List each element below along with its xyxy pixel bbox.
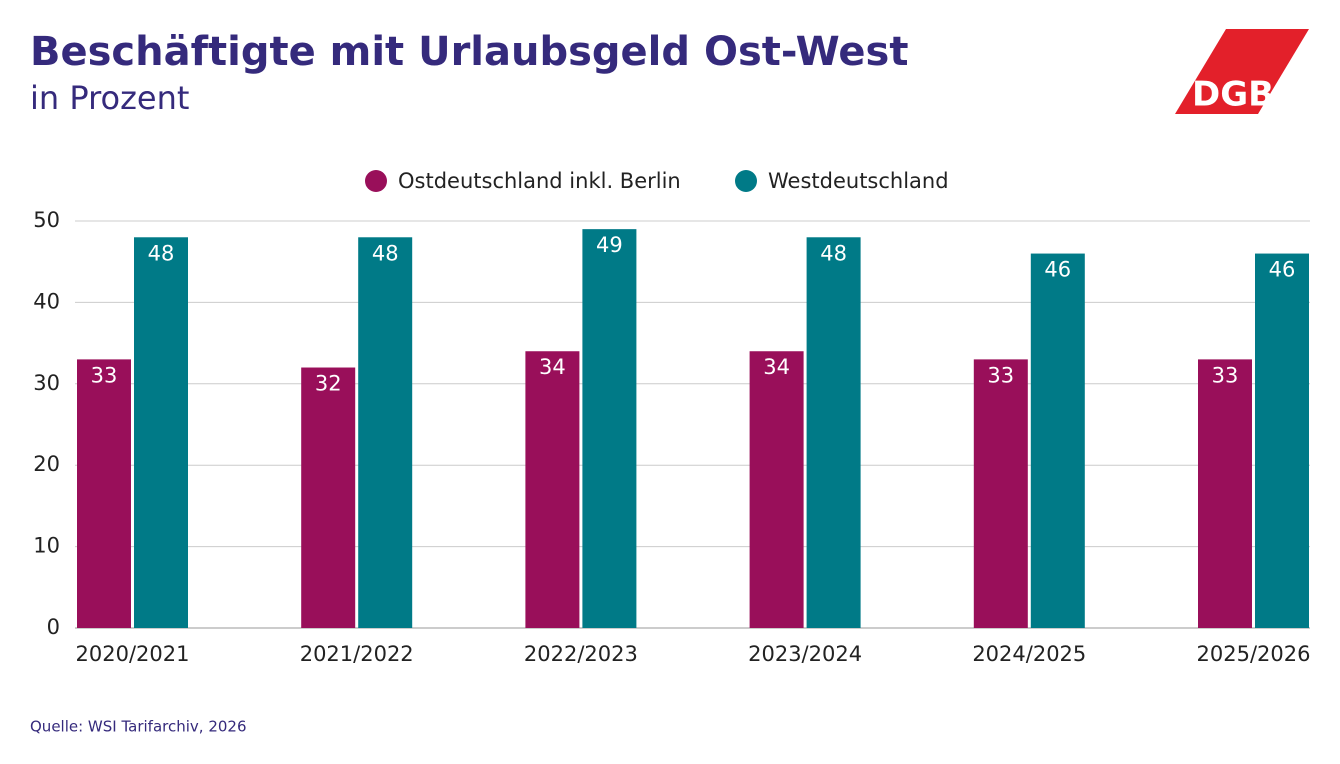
source: Quelle: WSI Tarifarchiv, 2026: [30, 718, 247, 736]
bar: [973, 359, 1028, 628]
y-tick-label: 30: [33, 371, 60, 395]
x-tick-label: 2024/2025: [972, 642, 1086, 666]
bar: [1198, 359, 1252, 628]
bar: [301, 367, 356, 628]
legend-marker: [365, 170, 387, 192]
bar: [749, 351, 804, 628]
bar: [358, 237, 413, 628]
y-tick-label: 50: [33, 208, 60, 232]
data-label: 48: [372, 241, 399, 265]
data-label: 46: [1044, 258, 1071, 282]
data-label: 46: [1269, 258, 1296, 282]
logo-text: DGB: [1192, 75, 1274, 115]
data-label: 33: [91, 363, 118, 387]
bar: [1255, 253, 1309, 628]
bar: [806, 237, 861, 628]
chart-subtitle: in Prozent: [30, 79, 189, 117]
bar: [134, 237, 188, 628]
bar: [582, 229, 637, 628]
data-label: 33: [987, 363, 1014, 387]
bar: [525, 351, 580, 628]
data-label: 32: [315, 372, 342, 396]
x-tick-label: 2021/2022: [300, 642, 414, 666]
data-label: 34: [763, 355, 790, 379]
bar: [77, 359, 131, 628]
x-tick-label: 2025/2026: [1197, 642, 1311, 666]
data-label: 48: [820, 241, 847, 265]
y-tick-label: 20: [33, 452, 60, 476]
y-tick-label: 0: [47, 615, 60, 639]
legend-marker: [735, 170, 757, 192]
x-tick-label: 2020/2021: [76, 642, 190, 666]
bar: [1030, 253, 1085, 628]
logo: DGB: [1175, 29, 1309, 115]
legend-label: Westdeutschland: [768, 169, 949, 193]
x-tick-label: 2023/2024: [748, 642, 862, 666]
y-tick-label: 40: [33, 289, 60, 313]
data-label: 33: [1212, 363, 1239, 387]
logo-shape: [1175, 29, 1309, 114]
chart-title: Beschäftigte mit Urlaubsgeld Ost-West: [30, 29, 908, 75]
data-label: 48: [148, 241, 175, 265]
legend-label: Ostdeutschland inkl. Berlin: [398, 169, 681, 193]
data-label: 49: [596, 233, 623, 257]
y-tick-label: 10: [33, 534, 60, 558]
x-tick-label: 2022/2023: [524, 642, 638, 666]
data-label: 34: [539, 355, 566, 379]
